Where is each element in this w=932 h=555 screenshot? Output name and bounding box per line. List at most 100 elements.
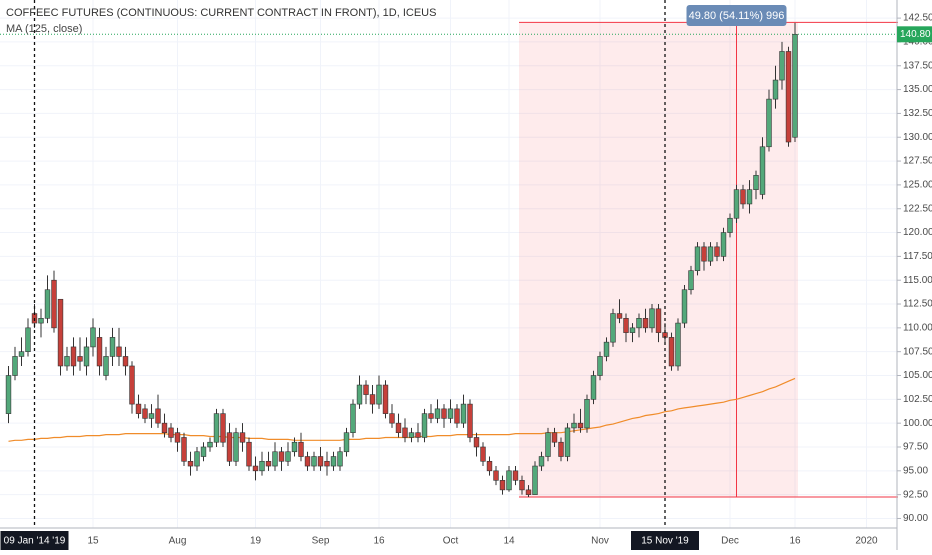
- candle-body: [305, 457, 310, 467]
- candle-body: [299, 442, 304, 456]
- candle-body: [208, 442, 213, 447]
- y-tick-label: 102.50: [903, 394, 932, 405]
- candle-body: [591, 376, 596, 400]
- candle-body: [786, 51, 791, 142]
- candle-body: [559, 442, 564, 456]
- candle-body: [312, 457, 317, 467]
- candle-body: [260, 461, 265, 471]
- candle-body: [6, 376, 11, 414]
- candle-body: [84, 347, 89, 366]
- candle-body: [643, 318, 648, 328]
- candle-body: [123, 356, 128, 366]
- y-tick-label: 135.00: [903, 84, 932, 95]
- y-tick-label: 90.00: [903, 513, 928, 524]
- candle-body: [734, 190, 739, 219]
- candle-body: [130, 366, 135, 404]
- crosshair-label-text: 09 Jan '14 '19: [4, 536, 66, 547]
- candle-body: [182, 437, 187, 461]
- candle-body: [676, 323, 681, 366]
- candle-body: [624, 318, 629, 332]
- candle-body: [221, 414, 226, 443]
- chart-title: COFFEEC FUTURES (CONTINUOUS: CURRENT CON…: [6, 7, 436, 19]
- candle-body: [669, 337, 674, 366]
- x-tick-label: 2020: [855, 536, 878, 547]
- candle-body: [279, 452, 284, 462]
- candle-body: [136, 404, 141, 414]
- x-tick-label: Aug: [169, 536, 187, 547]
- candle-body: [689, 271, 694, 290]
- candle-body: [71, 347, 76, 366]
- candle-body: [494, 471, 499, 481]
- y-tick-label: 107.50: [903, 346, 932, 357]
- candle-body: [195, 452, 200, 466]
- candle-body: [286, 452, 291, 462]
- x-tick-label: 15: [87, 536, 99, 547]
- candle-body: [344, 433, 349, 452]
- candle-body: [455, 409, 460, 423]
- candle-body: [39, 318, 44, 323]
- candle-body: [429, 414, 434, 419]
- y-tick-label: 115.00: [903, 275, 932, 286]
- measure-area: [519, 22, 798, 497]
- candle-body: [97, 337, 102, 366]
- x-tick-label: 16: [789, 536, 801, 547]
- candle-body: [13, 356, 18, 375]
- candle-body: [481, 447, 486, 461]
- candle-body: [58, 299, 63, 366]
- candle-body: [572, 423, 577, 428]
- candle-body: [325, 461, 330, 466]
- measure-label: 49.80 (54.11%) 996: [689, 10, 785, 22]
- y-tick-label: 95.00: [903, 465, 928, 476]
- y-tick-label: 92.50: [903, 489, 928, 500]
- candle-body: [19, 352, 24, 357]
- candle-body: [409, 433, 414, 438]
- indicator-label: MA (125, close): [6, 23, 82, 35]
- candle-body: [468, 404, 473, 437]
- candle-body: [461, 404, 466, 423]
- candle-body: [637, 318, 642, 328]
- x-tick-label: Nov: [591, 536, 609, 547]
- candle-body: [741, 190, 746, 204]
- candle-body: [364, 385, 369, 395]
- candle-body: [767, 99, 772, 147]
- candle-body: [357, 385, 362, 404]
- crosshair-label: 15 Nov '19: [631, 531, 699, 550]
- candle-body: [533, 466, 538, 495]
- y-tick-label: 112.50: [903, 299, 932, 310]
- candle-body: [708, 247, 713, 261]
- candle-body: [715, 247, 720, 257]
- candle-body: [682, 290, 687, 323]
- candle-body: [552, 433, 557, 443]
- candle-body: [695, 247, 700, 271]
- candle-body: [546, 433, 551, 457]
- crosshair-label: 09 Jan '14 '19: [1, 531, 69, 550]
- y-tick-label: 130.00: [903, 132, 932, 143]
- x-tick-label: 19: [250, 536, 262, 547]
- candle-body: [117, 347, 122, 357]
- candle-body: [377, 385, 382, 404]
- y-tick-label: 125.00: [903, 180, 932, 191]
- candle-body: [52, 280, 57, 328]
- y-tick-label: 105.00: [903, 370, 932, 381]
- candle-body: [793, 34, 798, 137]
- y-tick-label: 132.50: [903, 108, 932, 119]
- candle-body: [656, 309, 661, 333]
- candle-body: [611, 314, 616, 343]
- candle-body: [234, 433, 239, 462]
- candle-body: [747, 190, 752, 204]
- y-tick-label: 142.50: [903, 13, 932, 24]
- candle-body: [104, 356, 109, 375]
- candle-body: [370, 395, 375, 405]
- price-label: 140.80: [900, 29, 931, 40]
- y-tick-label: 97.50: [903, 442, 928, 453]
- candle-body: [416, 433, 421, 438]
- candle-body: [500, 480, 505, 490]
- candle-body: [214, 414, 219, 443]
- candle-body: [780, 51, 785, 80]
- candle-body: [728, 218, 733, 232]
- candle-body: [149, 414, 154, 419]
- candle-body: [156, 409, 161, 423]
- candle-body: [702, 247, 707, 261]
- candle-body: [240, 433, 245, 443]
